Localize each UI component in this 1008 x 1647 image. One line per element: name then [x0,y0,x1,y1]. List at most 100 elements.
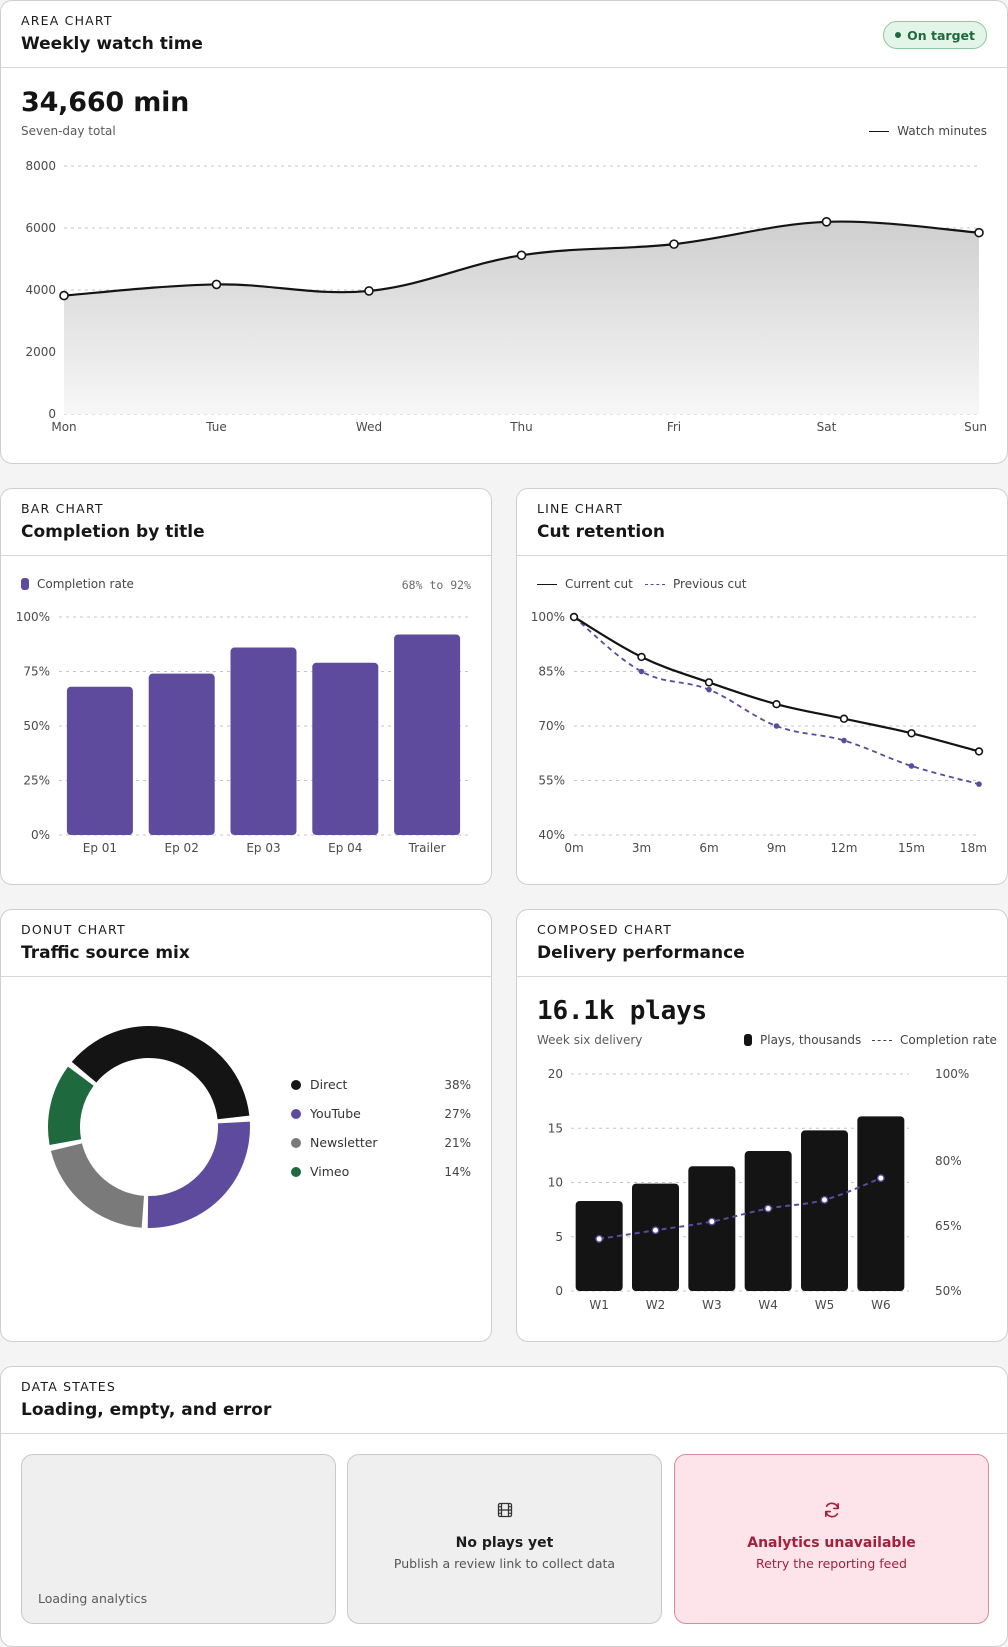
x-tick-label: Sat [817,420,837,434]
y2-tick-label: 65% [935,1219,962,1233]
bar [688,1166,736,1291]
legend-swatch-icon [291,1166,301,1177]
legend-swatch-icon [744,1034,752,1046]
refresh-icon[interactable] [822,1500,842,1520]
x-tick-label: Ep 01 [83,841,117,855]
bar [801,1130,848,1291]
data-point [364,286,374,296]
film-icon [497,1502,512,1518]
legend-item: YouTube 27% [291,1099,471,1128]
x-tick-label: W2 [646,1298,666,1312]
legend-label: Previous cut [673,577,747,591]
data-point [707,1217,716,1226]
card-eyebrow: LINE CHART [537,501,623,516]
error-state[interactable]: Analytics unavailable Retry the reportin… [674,1454,989,1624]
y-tick-label: 85% [538,665,565,679]
card-eyebrow: BAR CHART [21,501,104,516]
y-tick-label: 40% [538,828,565,842]
card-title: Weekly watch time [21,34,203,54]
loading-state: Loading analytics [21,1454,336,1624]
legend-label: Newsletter [310,1135,378,1150]
y-tick-label: 4000 [25,283,56,297]
x-tick-label: Ep 03 [246,841,280,855]
x-tick-label: Ep 04 [328,841,362,855]
legend-value: 27% [444,1106,471,1121]
x-tick-label: W6 [871,1298,891,1312]
card-header: AREA CHART Weekly watch time On target [1,1,1007,68]
data-states-card: DATA STATES Loading, empty, and error Lo… [0,1366,1008,1647]
total-caption: Week six delivery [537,1033,643,1047]
y-tick-label: 75% [23,665,50,679]
data-point [706,686,712,693]
data-point [638,668,645,675]
series-line-completion [599,1177,882,1240]
total-caption: Seven-day total [21,124,116,138]
x-tick-label: 6m [699,841,718,855]
data-point [974,227,984,238]
x-tick-label: W5 [815,1298,835,1312]
legend-completion: Completion rate [872,1033,997,1047]
card-header: LINE CHART Cut retention [517,489,1007,556]
status-dot-icon [895,32,902,38]
error-subtitle: Retry the reporting feed [756,1556,907,1571]
legend-swatch-icon [291,1137,301,1148]
legend-completion-rate: Completion rate [21,577,134,591]
legend-label: Vimeo [310,1164,350,1179]
x-tick-label: W3 [702,1298,722,1312]
y-tick-label: 2000 [25,345,56,359]
data-point [704,678,714,687]
bar-chart: 0% 25% 50% 75% 100% Ep 01 Ep 02 Ep 03 Ep 04 Trail… [16,610,468,855]
data-point [876,1174,885,1183]
y-tick-label: 50% [23,719,50,733]
data-point [59,290,69,301]
loading-label: Loading analytics [38,1591,148,1606]
data-point [764,1204,773,1213]
y-tick-label: 0 [555,1284,563,1298]
y-tick-label: 100% [531,610,565,624]
donut-chart [47,1025,251,1228]
legend-line-icon [537,583,557,585]
legend-label: Direct [310,1077,348,1092]
y2-tick-label: 80% [935,1154,962,1168]
legend-value: 14% [444,1164,471,1179]
y-tick-label: 25% [23,774,50,788]
legend-dash-icon [872,1039,892,1041]
card-header: DATA STATES Loading, empty, and error [1,1367,1007,1434]
data-point [211,279,222,290]
data-point [569,612,579,622]
x-tick-label: 9m [767,841,786,855]
total-value: 34,660 min [21,87,190,118]
data-point [651,1226,660,1235]
empty-state: No plays yet Publish a review link to co… [347,1454,662,1624]
data-point [974,747,984,756]
x-tick-label: Tue [205,420,227,434]
x-tick-label: 12m [831,841,858,855]
legend-item: Newsletter 21% [291,1128,471,1157]
data-point [976,781,982,787]
donut-chart-card: DONUT CHART Traffic source mix Direct 38%… [0,909,492,1342]
y2-tick-label: 50% [935,1284,962,1298]
data-point [516,250,527,261]
y-tick-label: 20 [548,1067,563,1081]
data-point [839,714,849,723]
bar [230,647,297,835]
x-tick-label: Ep 02 [165,841,199,855]
legend-label: Completion rate [900,1033,997,1047]
legend-label: YouTube [310,1106,361,1121]
x-tick-label: W4 [758,1298,778,1312]
y-tick-label: 55% [538,774,565,788]
donut-slice [47,1066,94,1145]
y-tick-label: 0% [31,828,50,842]
area-chart: 0 2000 4000 6000 8000 Mon Tue Wed Thu Fri Sat Sun [25,159,987,434]
bar [394,634,461,835]
y2-tick-label: 100% [935,1067,969,1081]
bar [632,1183,679,1291]
x-tick-label: Wed [356,420,382,434]
bar [148,673,215,835]
card-eyebrow: DATA STATES [21,1379,117,1394]
total-value: 16.1k plays [537,996,707,1026]
card-eyebrow: AREA CHART [21,13,113,28]
data-point [669,239,679,249]
data-point [821,217,832,227]
x-tick-label: Trailer [408,841,446,855]
